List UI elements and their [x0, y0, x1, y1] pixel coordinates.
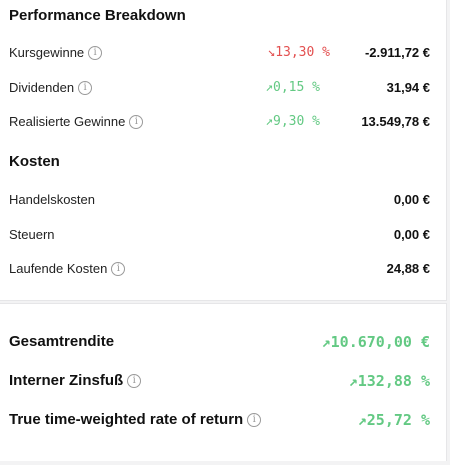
row-realisierte-gewinne: Realisierte Gewinne i ↗9,30 % 13.549,78 …	[0, 111, 440, 133]
realisierte-gewinne-amount: 13.549,78 €	[361, 114, 430, 129]
row-true-time-weighted-return: True time-weighted rate of return i ↗25,…	[0, 409, 440, 431]
info-icon[interactable]: i	[88, 46, 103, 60]
handelskosten-amount: 0,00 €	[393, 192, 430, 207]
laufende-kosten-amount: 24,88 €	[386, 261, 430, 276]
row-label: Handelskosten	[9, 192, 95, 207]
performance-breakdown-title: Performance Breakdown	[9, 7, 186, 24]
info-icon[interactable]: i	[247, 413, 262, 427]
info-icon[interactable]: i	[129, 115, 144, 129]
row-laufende-kosten: Laufende Kosten i 24,88 €	[0, 258, 440, 280]
true-time-weighted-return-value: ↗25,72 %	[357, 411, 430, 429]
row-label: Gesamtrendite	[9, 333, 115, 350]
summary-card: Gesamtrendite ↗10.670,00 € Interner Zins…	[0, 303, 447, 461]
row-label: Laufende Kosten	[9, 261, 108, 276]
performance-card: Performance Breakdown Kursgewinne i ↘13,…	[0, 0, 447, 301]
info-icon[interactable]: i	[78, 81, 93, 95]
kosten-title: Kosten	[9, 153, 60, 170]
kursgewinne-amount: -2.911,72 €	[364, 45, 430, 60]
row-handelskosten: Handelskosten 0,00 €	[0, 189, 440, 211]
gesamtrendite-value: ↗10.670,00 €	[321, 333, 430, 351]
realisierte-gewinne-percent: ↗9,30 %	[265, 114, 320, 129]
dividenden-amount: 31,94 €	[386, 80, 430, 95]
row-gesamtrendite: Gesamtrendite ↗10.670,00 €	[0, 331, 440, 353]
steuern-amount: 0,00 €	[393, 227, 430, 242]
row-label: Kursgewinne	[9, 45, 85, 60]
kursgewinne-percent: ↘13,30 %	[267, 45, 330, 60]
row-interner-zinsfuss: Interner Zinsfuß i ↗132,88 %	[0, 370, 440, 392]
row-label: True time-weighted rate of return	[9, 411, 244, 428]
info-icon[interactable]: i	[127, 374, 142, 388]
row-dividenden: Dividenden i ↗0,15 % 31,94 €	[0, 77, 440, 99]
row-label: Steuern	[9, 227, 55, 242]
row-label: Dividenden	[9, 80, 75, 95]
interner-zinsfuss-value: ↗132,88 %	[348, 372, 430, 390]
dividenden-percent: ↗0,15 %	[265, 80, 320, 95]
row-kursgewinne: Kursgewinne i ↘13,30 % -2.911,72 €	[0, 42, 440, 64]
row-label: Interner Zinsfuß	[9, 372, 124, 389]
row-steuern: Steuern 0,00 €	[0, 224, 440, 246]
info-icon[interactable]: i	[111, 262, 126, 276]
row-label: Realisierte Gewinne	[9, 114, 126, 129]
